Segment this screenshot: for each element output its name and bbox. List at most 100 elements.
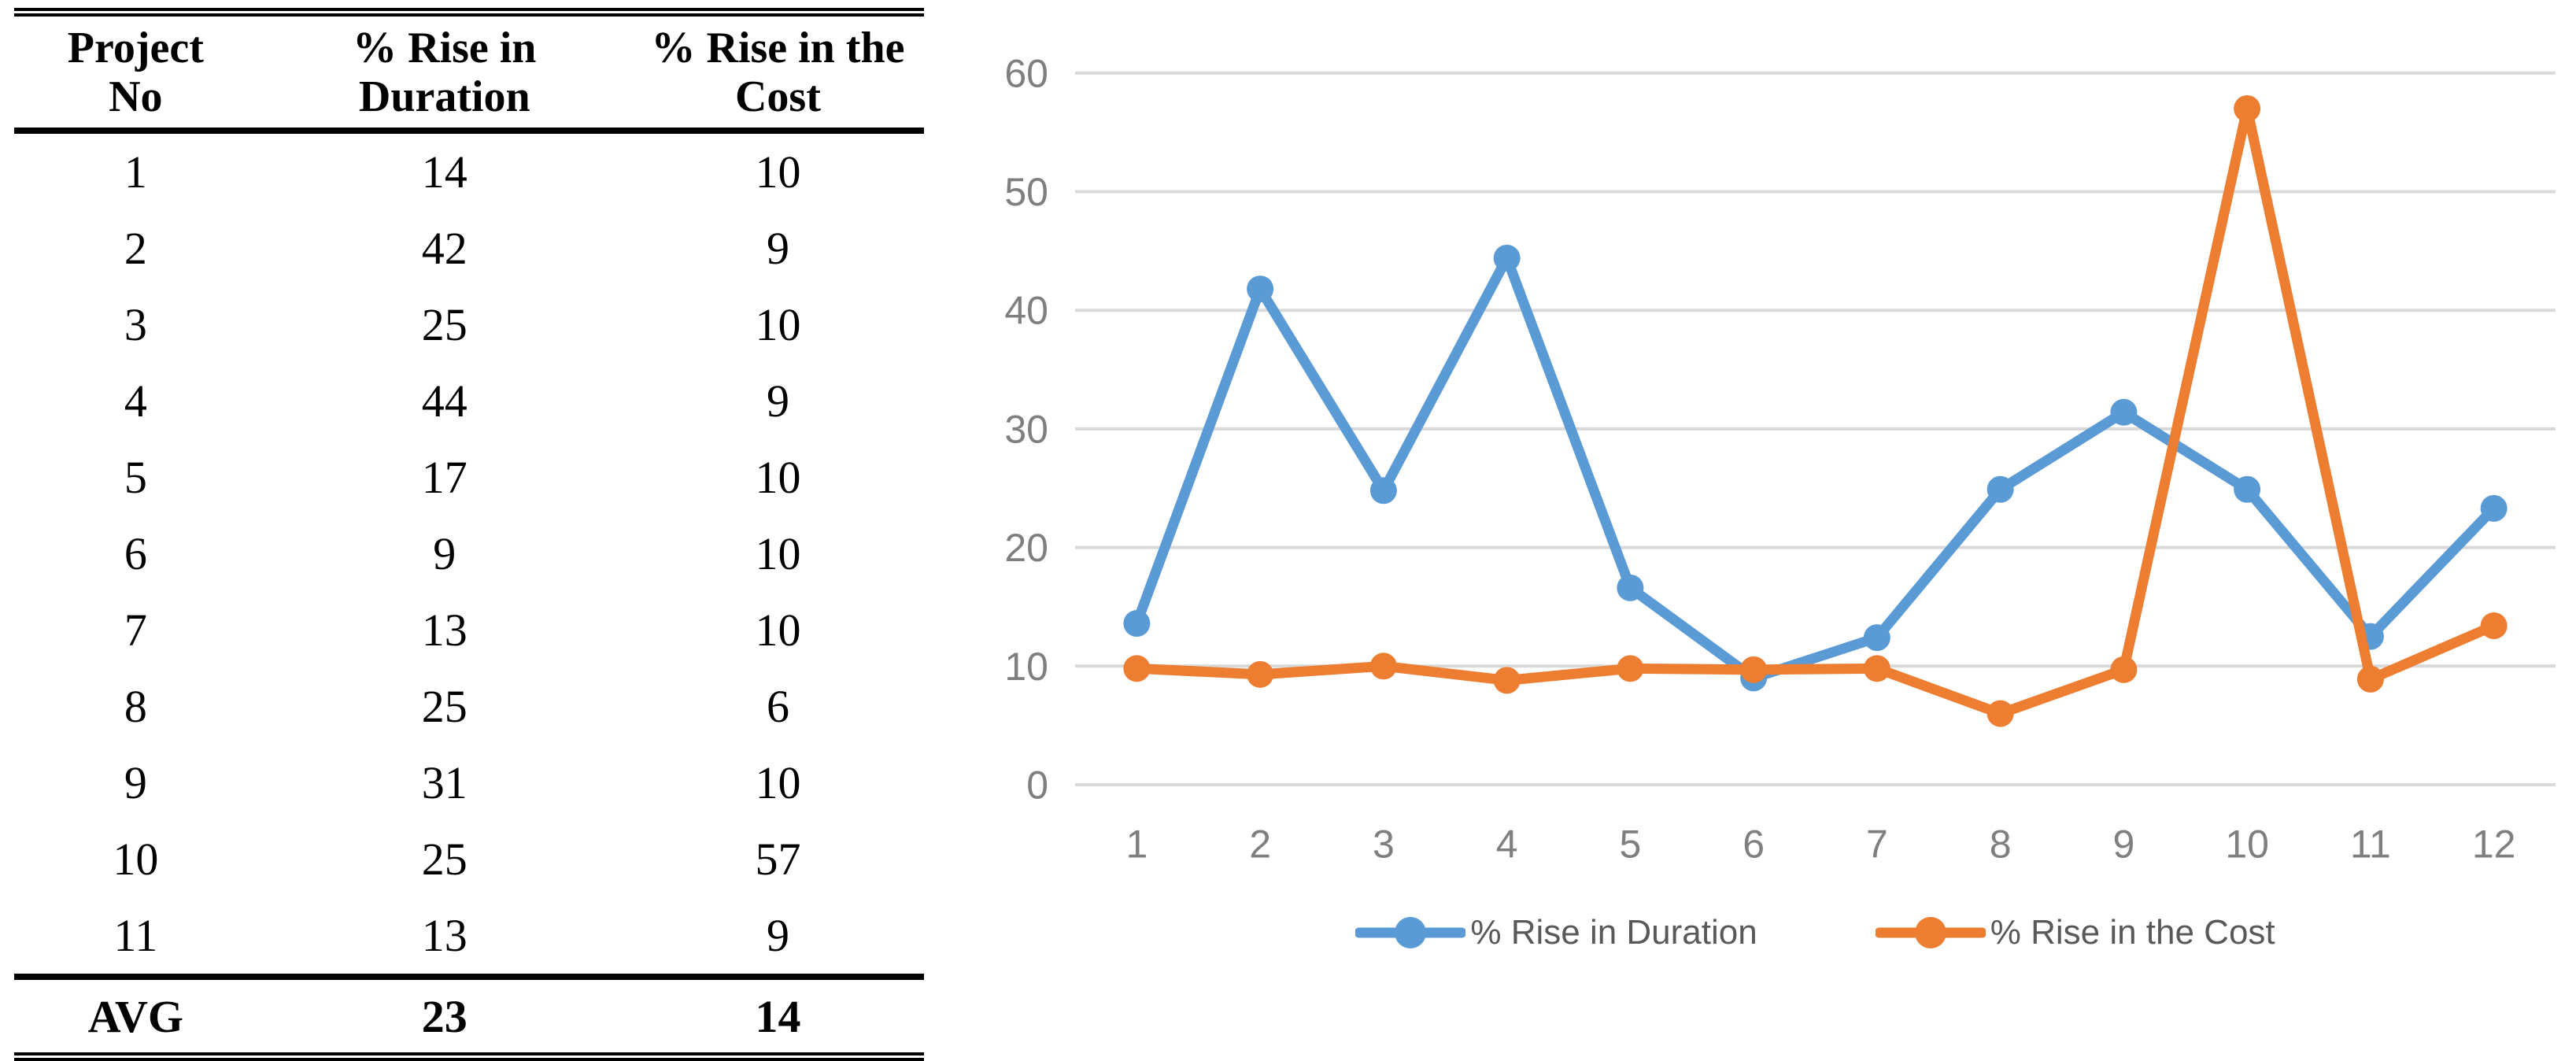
table-cell: 25: [421, 681, 468, 733]
data-point-marker: [1863, 655, 1890, 682]
data-point-marker: [1493, 667, 1521, 694]
table-row: 4 44 9: [14, 363, 924, 439]
table-footer-rule: [14, 974, 924, 981]
legend-marker-duration-icon: [1355, 917, 1466, 948]
table-cell: 10: [755, 146, 801, 198]
table-cell: 11: [113, 910, 158, 962]
data-point-marker: [2234, 95, 2261, 123]
x-axis-tick-label: 2: [1249, 823, 1271, 867]
column-header-rise-cost: % Rise in the Cost: [651, 24, 905, 121]
footer-label-avg: AVG: [87, 990, 184, 1042]
table-cell: 5: [124, 452, 147, 504]
table-cell: 10: [755, 452, 801, 504]
table-cell: 25: [421, 834, 468, 885]
x-axis-tick-label: 8: [1990, 823, 2012, 867]
table-row: 1 14 10: [14, 134, 924, 210]
data-point-marker: [2110, 398, 2138, 426]
data-point-marker: [1247, 660, 1274, 688]
series-line-duration: [1131, 253, 2500, 683]
data-point-marker: [1987, 700, 2014, 727]
column-header-project-no: Project No: [67, 24, 204, 121]
table-cell: 57: [755, 834, 801, 885]
table-row: 10 25 57: [14, 821, 924, 897]
table-header-row: Project No % Rise in Duration % Rise in …: [14, 17, 924, 128]
y-axis-tick-label: 50: [1004, 170, 1048, 214]
table-row: 11 13 9: [14, 897, 924, 974]
data-point-marker: [1493, 244, 1521, 272]
x-axis-tick-label: 5: [1619, 823, 1641, 867]
table-footer-row: AVG 23 14: [14, 980, 924, 1052]
data-point-marker: [2480, 494, 2508, 522]
series-line-cost: [1131, 103, 2500, 719]
data-table: Project No % Rise in Duration % Rise in …: [14, 8, 924, 1061]
table-cell: 17: [421, 452, 468, 504]
legend-label-duration: % Rise in Duration: [1470, 913, 1757, 952]
y-axis-tick-label: 10: [1004, 645, 1048, 689]
table-bottom-rule-inner: [14, 1052, 924, 1056]
data-point-marker: [2356, 665, 2384, 693]
data-point-marker: [1247, 275, 1274, 303]
table-row: 9 31 10: [14, 745, 924, 821]
table-top-rule-outer: [14, 8, 924, 11]
x-axis-tick-label: 7: [1866, 823, 1888, 867]
table-bottom-rule-outer: [14, 1058, 924, 1061]
table-row: 5 17 10: [14, 439, 924, 516]
table-body: 1 14 10 2 42 9 3 25 10 4 44 9 5 17 10 6 9 10 7 13 10 8 25 6 9 31 1…: [14, 134, 924, 974]
table-cell: 25: [421, 299, 468, 351]
table-header-rule: [14, 128, 924, 135]
x-axis-tick-label: 12: [2472, 823, 2516, 867]
table-cell: 3: [124, 299, 147, 351]
table-cell: 9: [766, 375, 789, 427]
table-cell: 7: [124, 604, 147, 656]
table-cell: 8: [124, 681, 147, 733]
table-cell: 6: [766, 681, 789, 733]
x-axis-tick-label: 11: [2350, 823, 2391, 867]
data-point-marker: [2110, 656, 2138, 683]
table-cell: 9: [766, 223, 789, 275]
data-point-marker: [1369, 477, 1397, 505]
column-header-rise-duration: % Rise in Duration: [353, 24, 537, 121]
y-axis-tick-label: 20: [1004, 526, 1048, 570]
table-cell: 10: [113, 834, 159, 885]
data-point-marker: [1987, 475, 2014, 503]
y-axis-tick-label: 30: [1004, 407, 1048, 451]
legend-item-cost: % Rise in the Cost: [1875, 913, 2275, 952]
table-cell: 10: [755, 299, 801, 351]
y-axis-tick-label: 0: [1026, 763, 1048, 808]
table-cell: 10: [755, 528, 801, 580]
table-cell: 44: [421, 375, 468, 427]
table-cell: 14: [421, 146, 468, 198]
table-cell: 31: [421, 757, 468, 809]
data-point-marker: [1863, 624, 1890, 652]
data-point-marker: [1617, 655, 1644, 682]
table-cell: 13: [421, 910, 468, 962]
table-cell: 9: [433, 528, 456, 580]
legend-item-duration: % Rise in Duration: [1355, 913, 1757, 952]
table-cell: 10: [755, 604, 801, 656]
table-cell: 6: [124, 528, 147, 580]
table-cell: 9: [766, 910, 789, 962]
data-point-marker: [2234, 475, 2261, 503]
x-axis-tick-label: 3: [1373, 823, 1395, 867]
table-row: 2 42 9: [14, 210, 924, 287]
legend-label-cost: % Rise in the Cost: [1990, 913, 2275, 952]
table-cell: 10: [755, 757, 801, 809]
table-row: 3 25 10: [14, 287, 924, 363]
table-cell: 2: [124, 223, 147, 275]
data-point-marker: [2480, 612, 2508, 640]
table-cell: 42: [421, 223, 468, 275]
data-point-marker: [1123, 610, 1151, 638]
table-cell: 1: [124, 146, 147, 198]
data-point-marker: [1617, 574, 1644, 601]
data-point-marker: [1740, 656, 1768, 683]
footer-avg-duration: 23: [421, 990, 468, 1042]
footer-avg-cost: 14: [755, 990, 801, 1042]
data-point-marker: [1369, 652, 1397, 680]
table-cell: 4: [124, 375, 147, 427]
table-top-rule-inner: [14, 13, 924, 17]
data-point-marker: [1123, 655, 1151, 682]
table-row: 7 13 10: [14, 592, 924, 668]
